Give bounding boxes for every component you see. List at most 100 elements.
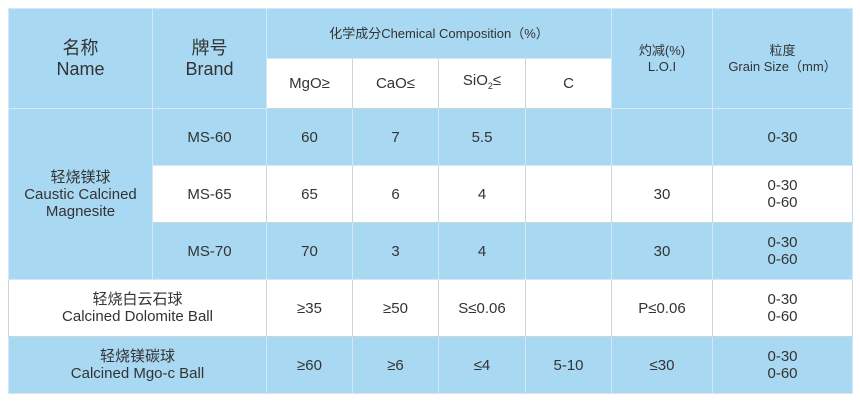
value-cell: ≤4: [438, 336, 526, 394]
cell-text: ≥50: [383, 299, 408, 317]
value-cell: 4: [438, 222, 526, 280]
header-text: 名称: [62, 37, 99, 58]
value-cell: ≤30: [611, 336, 713, 394]
cell-text: 0-60: [767, 308, 798, 325]
cell-text: 7: [391, 128, 400, 146]
value-cell: 4: [438, 165, 526, 223]
cell-text: 0-30: [767, 348, 798, 365]
brand-cell: MS-60: [152, 108, 267, 166]
grain-cell: 0-30 0-60: [712, 165, 853, 223]
header-cell: CaO≤: [352, 58, 439, 109]
cell-text: Calcined Mgo-c Ball: [70, 365, 205, 382]
cell-text: ≥6: [387, 356, 404, 374]
value-cell: [525, 165, 612, 223]
value-cell: 3: [352, 222, 439, 280]
grain-cell: 0-30: [712, 108, 853, 166]
value-cell: 65: [266, 165, 353, 223]
header-text: L.O.I: [647, 58, 677, 74]
value-cell: 5.5: [438, 108, 526, 166]
header-text: 化学成分Chemical Composition（%）: [329, 25, 549, 41]
cell-text: 5.5: [471, 128, 493, 146]
table-row: 轻烧镁碳球 Calcined Mgo-c Ball ≥60 ≥6 ≤4 5-10 ≤30 0-…: [8, 336, 853, 394]
cell-text: 6: [391, 185, 400, 203]
header-subscript: 2: [487, 81, 493, 91]
cell-text: 5-10: [553, 356, 584, 374]
cell-text: 0-30: [767, 177, 798, 194]
header-text: MgO≥: [289, 75, 330, 92]
header-cell: 粒度 Grain Size（mm）: [712, 8, 853, 109]
cell-text: Caustic Calcined Magnesite: [24, 185, 137, 220]
table-row: MS-70 70 3 4 30 0-30 0-60: [9, 222, 853, 280]
header-text: Grain Size（mm）: [728, 58, 837, 74]
header-text: C: [563, 75, 574, 92]
header-text: 粒度: [769, 42, 796, 58]
cell-text: 0-60: [767, 365, 798, 382]
value-cell: 7: [352, 108, 439, 166]
value-cell: [525, 279, 612, 337]
cell-text: 4: [477, 242, 487, 260]
value-cell: 6: [352, 165, 439, 223]
cell-text: 65: [301, 185, 318, 203]
grain-cell: 0-30 0-60: [712, 336, 853, 394]
value-cell: ≥6: [352, 336, 439, 394]
cell-text: 30: [653, 185, 671, 203]
header-text: Name: [56, 58, 105, 79]
header-cell: 灼减(%) L.O.I: [611, 8, 713, 109]
grain-cell: 0-30 0-60: [712, 279, 853, 337]
brand-cell: MS-65: [152, 165, 267, 223]
header-cell: 化学成分Chemical Composition（%）: [266, 8, 612, 59]
cell-text: ≤4: [473, 356, 491, 374]
cell-text: MS-60: [187, 128, 232, 146]
value-cell: [525, 222, 612, 280]
table-row: MS-65 65 6 4 30 0-30 0-60: [9, 165, 853, 223]
cell-text: P≤0.06: [638, 299, 686, 317]
cell-text: 60: [301, 128, 318, 146]
cell-text: ≤30: [649, 356, 675, 374]
header-cell: C: [525, 58, 612, 109]
cell-text: Calcined Dolomite Ball: [62, 308, 213, 325]
value-cell: 60: [266, 108, 353, 166]
cell-text: 0-30: [767, 234, 798, 251]
brand-cell: MS-70: [152, 222, 267, 280]
cell-text: ≥35: [297, 299, 322, 317]
cell-text: MS-70: [187, 242, 232, 260]
cell-text: ≥60: [297, 356, 322, 374]
name-cell: 轻烧白云石球 Calcined Dolomite Ball: [8, 279, 267, 337]
value-cell: [525, 108, 612, 166]
value-cell: 5-10: [525, 336, 612, 394]
value-cell: ≥60: [266, 336, 353, 394]
cell-text: S≤0.06: [458, 299, 506, 317]
name-cell: 轻烧镁碳球 Calcined Mgo-c Ball: [8, 336, 267, 394]
cell-text: 0-60: [767, 194, 798, 211]
header-cell: MgO≥: [266, 58, 353, 109]
header-text: Brand: [185, 58, 234, 79]
cell-text: 轻烧镁球: [50, 168, 111, 186]
value-cell: P≤0.06: [611, 279, 713, 337]
grain-cell: 0-30 0-60: [712, 222, 853, 280]
value-cell: ≥50: [352, 279, 439, 337]
cell-text: 0-30: [767, 291, 798, 308]
header-text: CaO≤: [375, 75, 416, 92]
table-row: 轻烧镁球 Caustic Calcined Magnesite MS-60 60 7 5.…: [8, 108, 853, 280]
cell-text: 轻烧白云石球: [92, 291, 183, 308]
value-cell: S≤0.06: [438, 279, 526, 337]
cell-text: 30: [653, 242, 671, 260]
value-cell: 70: [266, 222, 353, 280]
cell-text: 70: [301, 242, 318, 260]
table-row: 轻烧白云石球 Calcined Dolomite Ball ≥35 ≥50 S≤0.06…: [8, 279, 853, 337]
cell-text: 轻烧镁碳球: [99, 348, 175, 365]
value-cell: 30: [611, 165, 713, 223]
cell-text: MS-65: [187, 185, 232, 203]
spec-table: 名称 Name 牌号 Brand 化学成分Chemical Composition（…: [8, 8, 853, 394]
name-cell: 轻烧镁球 Caustic Calcined Magnesite: [8, 108, 153, 280]
value-cell: ≥35: [266, 279, 353, 337]
header-text: ≤: [492, 72, 502, 89]
header-text: 牌号: [191, 37, 228, 58]
header-cell: 名称 Name: [8, 8, 153, 109]
cell-text: 0-60: [767, 251, 798, 268]
cell-text: 0-30: [767, 128, 798, 146]
value-cell: 30: [611, 222, 713, 280]
header-text: SiO: [462, 72, 488, 89]
table-body: 轻烧镁球 Caustic Calcined Magnesite MS-60 60 7 5.…: [8, 108, 853, 394]
